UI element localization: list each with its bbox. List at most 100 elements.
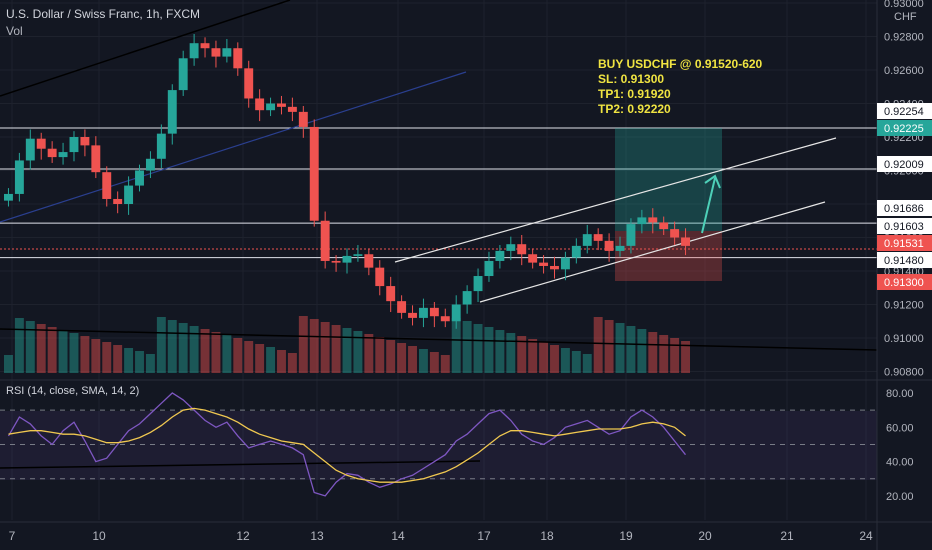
candles [4,33,690,329]
volume-bar [266,347,276,373]
candle [309,126,319,221]
bottom-black-trendline[interactable] [0,328,878,351]
volume-bar [648,332,658,373]
candle [211,48,221,57]
price-tick-label: 0.91200 [884,300,924,312]
volume-bar [36,324,46,373]
volume-bars [4,316,690,373]
candle [550,265,559,270]
trendlines [0,0,878,469]
volume-bar [386,340,396,373]
price-label: 0.91300 [884,277,924,289]
time-tick-label: 19 [619,529,633,543]
candle [506,244,516,251]
volume-bar [517,336,527,373]
price-label-box [877,103,932,119]
candle [429,307,439,317]
volume-bar [528,339,538,373]
candle [560,257,570,270]
candle [266,103,276,111]
volume-bar [506,333,516,373]
annotation-tp1: TP1: 0.91920 [598,87,671,101]
annotation-tp2: TP2: 0.92220 [598,102,671,116]
rsi-label: RSI (14, close, SMA, 14, 2) [6,385,140,397]
candle [244,68,254,99]
candle [342,255,352,263]
volume-bar [659,335,669,373]
price-label-box [877,235,932,251]
price-label-box [877,252,932,268]
rsi-trendline[interactable] [0,460,481,469]
candle [528,254,538,263]
blue-trendline[interactable] [0,71,467,223]
price-label: 0.91480 [884,255,924,267]
candle [14,160,24,194]
volume-bar [255,344,265,373]
candle [615,245,625,251]
price-label: 0.91603 [884,221,924,233]
candle [36,138,46,149]
price-tick-label: 0.92800 [884,32,924,44]
candle [80,137,90,146]
candle [189,43,199,59]
rsi-band [0,411,877,480]
volume-bar [233,338,243,373]
candle [473,276,483,292]
arrow-path-icon [701,177,716,234]
volume-bar [156,317,166,373]
price-label-box [877,200,932,216]
top-black-trendline[interactable] [0,0,291,97]
rsi-tick-label: 40.00 [886,457,914,469]
volume-bar [462,321,472,373]
candle [375,267,385,287]
time-axis[interactable]: 7 10 12 13 14 17 18 19 20 21 24 [9,529,873,543]
candle [626,224,636,246]
volume-bar [178,323,188,373]
candle [418,307,428,318]
volume-bar [571,351,581,373]
candle [659,222,669,230]
volume-bar [342,328,352,373]
volume-bar [429,352,439,373]
time-tick-label: 7 [9,529,16,543]
volume-bar [593,317,603,373]
candle [124,185,134,204]
channel-lower-line[interactable] [479,201,826,303]
price-label-box [877,120,932,136]
volume-bar [58,330,68,373]
volume-bar [277,350,286,373]
volume-bar [364,334,374,373]
candle [670,229,680,238]
candle [397,301,407,313]
symbol-title: U.S. Dollar / Swiss Franc, 1h, FXCM [6,7,201,21]
grid [0,0,877,520]
candle [364,254,374,268]
price-label: 0.92254 [884,106,924,118]
price-tick-label: 0.93000 [884,0,924,10]
candle [637,217,647,225]
take-profit-zone[interactable] [615,128,722,231]
rsi-panel [0,392,877,497]
volume-bar [135,351,144,373]
volume-bar [167,320,177,373]
volume-bar [626,326,636,373]
volume-bar [4,355,13,373]
candle [331,260,341,263]
candle [648,217,658,223]
time-tick-label: 24 [859,529,873,543]
rsi-series-sma [8,407,686,483]
volume-bar [550,345,559,373]
channel-upper-line[interactable] [394,137,837,263]
rsi-tick-label: 80.00 [886,388,914,400]
target-arrow[interactable] [701,174,721,234]
price-label-box [877,156,932,172]
candle [200,43,210,49]
volume-bar [440,355,450,373]
candle [167,90,177,134]
time-tick-label: 17 [477,529,491,543]
candle [91,145,101,173]
candle [604,240,614,251]
time-tick-label: 21 [780,529,794,543]
price-label-box [877,218,932,234]
